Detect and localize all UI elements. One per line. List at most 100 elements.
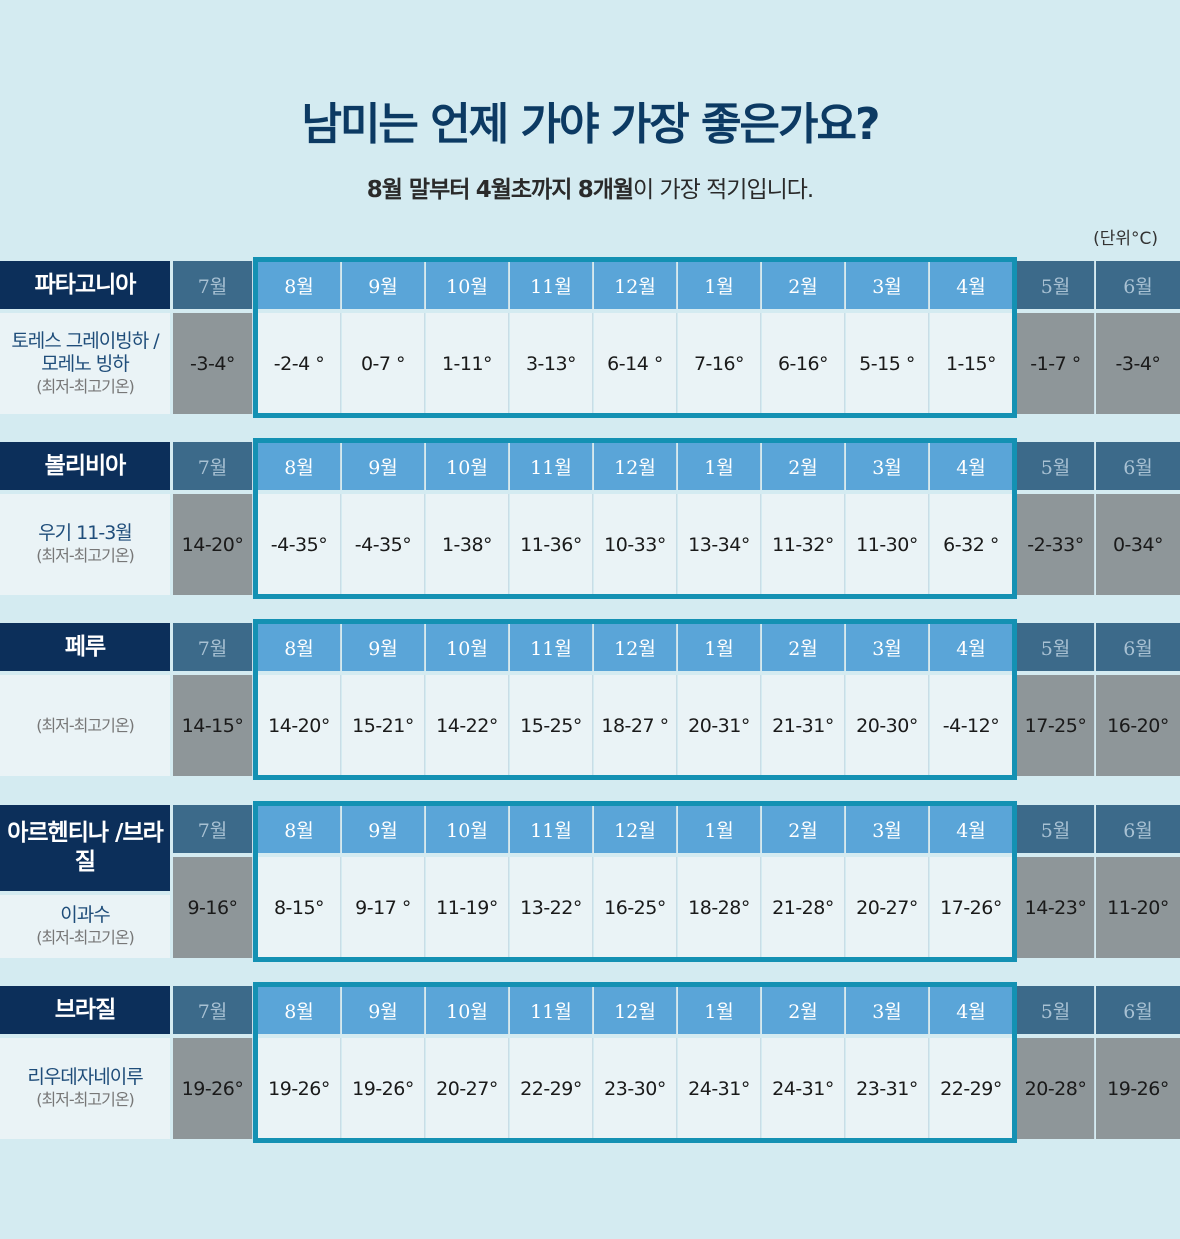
- temperature-value: 14-20°: [258, 675, 341, 776]
- location-name: 이과수: [60, 904, 110, 926]
- climate-table: 페루 (최저-최고기온) 7월 14-15° 8월 14-20° 9월 15-21° 10월 14…: [0, 619, 1180, 780]
- temperature-value: 6-14 °: [594, 313, 677, 414]
- temperature-value: 24-31°: [678, 1038, 761, 1139]
- month-header: 2월: [762, 261, 845, 309]
- temperature-value: -4-12°: [930, 675, 1013, 776]
- temperature-value: 24-31°: [762, 1038, 845, 1139]
- month-header: 1월: [678, 442, 761, 490]
- temperature-value: 3-13°: [510, 313, 593, 414]
- temperature-value: 20-27°: [426, 1038, 509, 1139]
- month-header: 7월: [173, 442, 253, 490]
- month-header: 10월: [426, 442, 509, 490]
- temperature-value: 22-29°: [930, 1038, 1013, 1139]
- month-header: 9월: [342, 986, 425, 1034]
- temperature-value: 14-15°: [173, 675, 253, 776]
- temperature-value: 6-16°: [762, 313, 845, 414]
- temperature-note: (최저-최고기온): [36, 1090, 135, 1109]
- temperature-value: 16-20°: [1096, 675, 1180, 776]
- month-header: 11월: [510, 805, 593, 853]
- temperature-value: -2-33°: [1017, 494, 1095, 595]
- temperature-note: (최저-최고기온): [36, 376, 135, 396]
- month-header: 5월: [1017, 261, 1095, 309]
- subtitle-bold-1: 8월 말부터: [366, 177, 471, 203]
- month-header: 5월: [1017, 623, 1095, 671]
- temperature-value: 19-26°: [1096, 1038, 1180, 1139]
- month-header: 3월: [846, 805, 929, 853]
- subtitle-rest: 이 가장 적기입니다.: [633, 177, 814, 203]
- temperature-value: 14-20°: [173, 494, 253, 595]
- month-header: 3월: [846, 261, 929, 309]
- month-header: 12월: [594, 442, 677, 490]
- month-header: 2월: [762, 986, 845, 1034]
- location-cell: 토레스 그레이빙하 / 모레노 빙하 (최저-최고기온): [0, 313, 170, 414]
- month-header: 12월: [594, 986, 677, 1034]
- month-header: 8월: [258, 623, 341, 671]
- month-header: 6월: [1096, 805, 1180, 853]
- temperature-value: 13-34°: [678, 494, 761, 595]
- climate-table: 아르헨티나 /브라질 이과수 (최저-최고기온) 7월 9-16° 8월 8-15° 9월 9-…: [0, 801, 1180, 962]
- climate-table: 볼리비아 우기 11-3월 (최저-최고기온) 7월 14-20° 8월 -4-35° 9월 -…: [0, 438, 1180, 599]
- page-subtitle: 8월 말부터 4월초까지 8개월이 가장 적기입니다.: [0, 170, 1180, 204]
- month-header: 4월: [930, 986, 1013, 1034]
- month-header: 10월: [426, 805, 509, 853]
- temperature-value: 18-27 °: [594, 675, 677, 776]
- subtitle-bold-2: 4월초까지: [475, 177, 573, 203]
- temperature-value: -3-4°: [173, 313, 253, 414]
- temperature-value: 14-22°: [426, 675, 509, 776]
- temperature-value: 0-34°: [1096, 494, 1180, 595]
- temperature-value: -4-35°: [342, 494, 425, 595]
- temperature-note: (최저-최고기온): [36, 546, 135, 565]
- temperature-value: 20-31°: [678, 675, 761, 776]
- month-header: 3월: [846, 623, 929, 671]
- location-name: 우기 11-3월: [38, 522, 133, 544]
- temperature-value: 17-26°: [930, 857, 1013, 958]
- temperature-value: 11-32°: [762, 494, 845, 595]
- temperature-value: 22-29°: [510, 1038, 593, 1139]
- month-header: 7월: [173, 805, 253, 853]
- temperature-value: 19-26°: [173, 1038, 253, 1139]
- month-header: 11월: [510, 261, 593, 309]
- month-header: 7월: [173, 623, 253, 671]
- month-header: 5월: [1017, 986, 1095, 1034]
- month-header: 1월: [678, 261, 761, 309]
- month-header: 12월: [594, 261, 677, 309]
- temperature-note: (최저-최고기온): [36, 715, 135, 735]
- temperature-value: 20-27°: [846, 857, 929, 958]
- temperature-value: 9-16°: [173, 857, 253, 958]
- temperature-value: 20-30°: [846, 675, 929, 776]
- temperature-value: 1-15°: [930, 313, 1013, 414]
- month-header: 11월: [510, 623, 593, 671]
- month-header: 12월: [594, 805, 677, 853]
- temperature-value: 10-33°: [594, 494, 677, 595]
- temperature-value: 19-26°: [258, 1038, 341, 1139]
- month-header: 8월: [258, 805, 341, 853]
- temperature-value: 13-22°: [510, 857, 593, 958]
- location-cell: 리우데자네이루 (최저-최고기온): [0, 1038, 170, 1139]
- month-header: 8월: [258, 986, 341, 1034]
- temperature-value: 9-17 °: [342, 857, 425, 958]
- temperature-value: 23-30°: [594, 1038, 677, 1139]
- location-name: 리우데자네이루: [27, 1066, 143, 1088]
- month-header: 1월: [678, 623, 761, 671]
- temperature-value: 17-25°: [1017, 675, 1095, 776]
- month-header: 2월: [762, 623, 845, 671]
- month-header: 11월: [510, 986, 593, 1034]
- country-label: 볼리비아: [0, 442, 170, 490]
- month-header: 10월: [426, 986, 509, 1034]
- temperature-value: 6-32 °: [930, 494, 1013, 595]
- month-header: 4월: [930, 261, 1013, 309]
- month-header: 5월: [1017, 442, 1095, 490]
- temperature-value: 14-23°: [1017, 857, 1095, 958]
- month-header: 10월: [426, 261, 509, 309]
- month-header: 6월: [1096, 986, 1180, 1034]
- temperature-value: 20-28°: [1017, 1038, 1095, 1139]
- month-header: 9월: [342, 261, 425, 309]
- temperature-value: 11-20°: [1096, 857, 1180, 958]
- climate-table: 브라질 리우데자네이루 (최저-최고기온) 7월 19-26° 8월 19-26° 9월 19-…: [0, 982, 1180, 1143]
- temperature-value: -4-35°: [258, 494, 341, 595]
- month-header: 7월: [173, 986, 253, 1034]
- month-header: 9월: [342, 623, 425, 671]
- unit-label: (단위°C): [1093, 229, 1158, 249]
- month-header: 6월: [1096, 261, 1180, 309]
- month-header: 3월: [846, 986, 929, 1034]
